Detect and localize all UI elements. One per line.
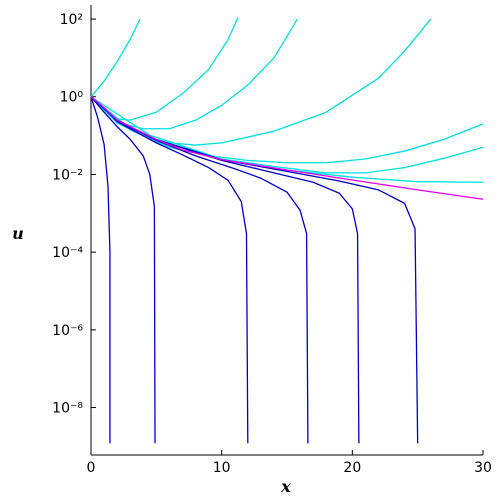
- curve: [90, 18, 299, 130]
- curve: [90, 96, 360, 444]
- curve: [90, 96, 156, 444]
- curve: [90, 18, 432, 146]
- y-tick-label: 10⁻⁶: [52, 323, 83, 339]
- curve: [90, 96, 309, 444]
- x-tick-label: 10: [213, 460, 231, 476]
- x-tick-label: 20: [343, 460, 361, 476]
- curve: [90, 96, 484, 164]
- x-tick-label: 30: [474, 460, 492, 476]
- y-tick-label: 10⁻²: [52, 167, 83, 183]
- curve: [90, 96, 419, 444]
- y-tick-label: 10⁻⁴: [52, 245, 83, 261]
- y-tick-label: 10²: [60, 12, 83, 28]
- curve: [90, 96, 111, 444]
- y-tick-label: 10⁻⁸: [52, 401, 83, 417]
- curve: [90, 18, 141, 98]
- x-axis-label: x: [280, 477, 291, 496]
- curve: [90, 96, 484, 200]
- curve: [90, 96, 249, 444]
- y-tick-label: 10⁰: [60, 90, 84, 106]
- x-tick-label: 0: [87, 460, 96, 476]
- y-axis-label: u: [12, 224, 24, 243]
